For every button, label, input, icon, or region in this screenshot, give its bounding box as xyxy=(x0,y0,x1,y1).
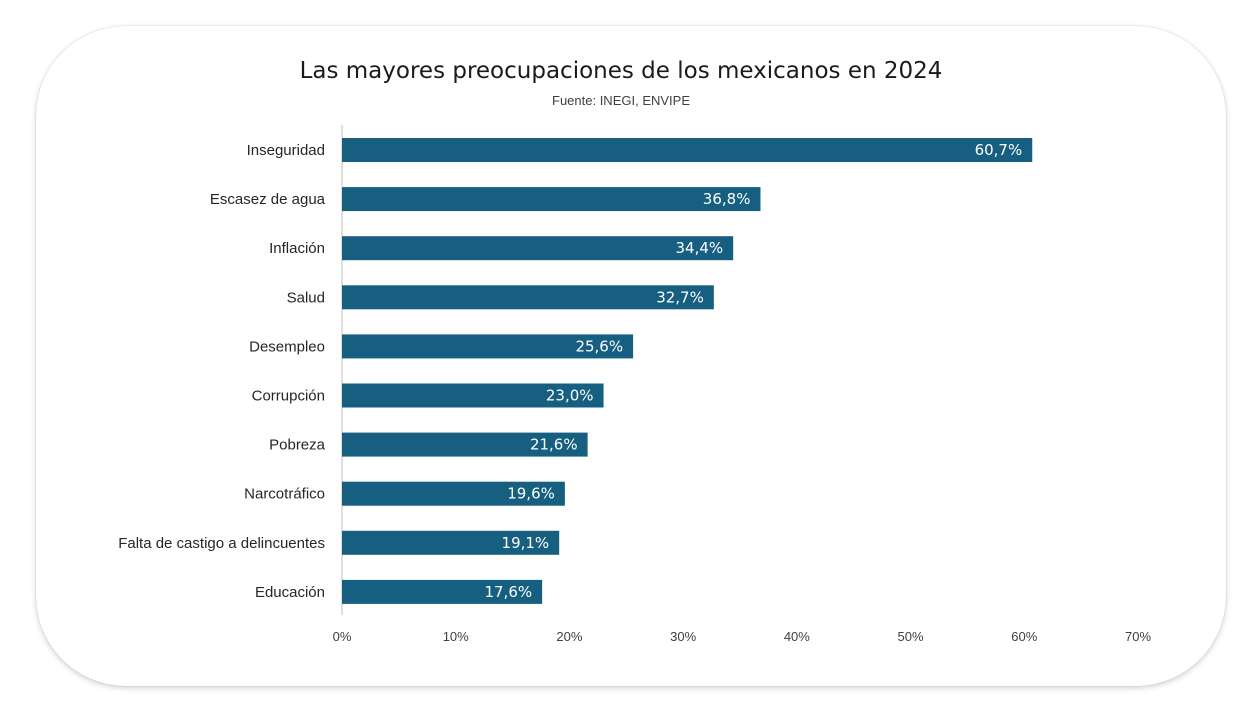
chart-title: Las mayores preocupaciones de los mexica… xyxy=(299,58,943,84)
data-label: 21,6% xyxy=(530,436,578,454)
category-label: Escasez de agua xyxy=(210,191,326,208)
bar xyxy=(342,334,634,359)
x-tick-label: 0% xyxy=(333,629,352,644)
category-label: Inflación xyxy=(269,240,325,257)
x-tick-label: 60% xyxy=(1011,629,1037,644)
category-label: Educación xyxy=(255,584,325,601)
data-label: 34,4% xyxy=(676,239,724,257)
data-label: 17,6% xyxy=(484,583,532,601)
category-label: Falta de castigo a delincuentes xyxy=(118,535,325,552)
x-tick-label: 20% xyxy=(556,629,582,644)
x-tick-label: 50% xyxy=(898,629,924,644)
bar xyxy=(342,285,714,310)
data-label: 23,0% xyxy=(546,387,594,405)
category-label: Desempleo xyxy=(249,338,325,355)
data-label: 32,7% xyxy=(656,288,704,306)
data-label: 19,1% xyxy=(502,534,550,552)
x-tick-label: 10% xyxy=(443,629,469,644)
bar xyxy=(342,432,588,457)
bar xyxy=(342,187,761,212)
category-label: Narcotráfico xyxy=(244,486,325,503)
bar xyxy=(342,579,543,604)
bar xyxy=(342,383,604,408)
data-label: 60,7% xyxy=(975,141,1023,159)
chart-subtitle: Fuente: INEGI, ENVIPE xyxy=(552,93,690,108)
data-label: 25,6% xyxy=(575,337,623,355)
bar xyxy=(342,138,1033,162)
data-label: 19,6% xyxy=(507,485,555,503)
x-tick-label: 30% xyxy=(670,629,696,644)
category-label: Corrupción xyxy=(252,388,325,405)
data-label: 36,8% xyxy=(703,190,751,208)
category-label: Inseguridad xyxy=(247,142,325,159)
bar xyxy=(342,481,565,506)
bar xyxy=(342,236,734,261)
bar xyxy=(342,530,560,555)
x-tick-label: 40% xyxy=(784,629,810,644)
x-tick-label: 70% xyxy=(1125,629,1151,644)
category-label: Salud xyxy=(287,289,325,306)
category-label: Pobreza xyxy=(269,437,326,454)
